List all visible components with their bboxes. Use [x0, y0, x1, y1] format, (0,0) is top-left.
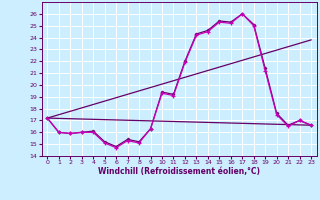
X-axis label: Windchill (Refroidissement éolien,°C): Windchill (Refroidissement éolien,°C) — [98, 167, 260, 176]
